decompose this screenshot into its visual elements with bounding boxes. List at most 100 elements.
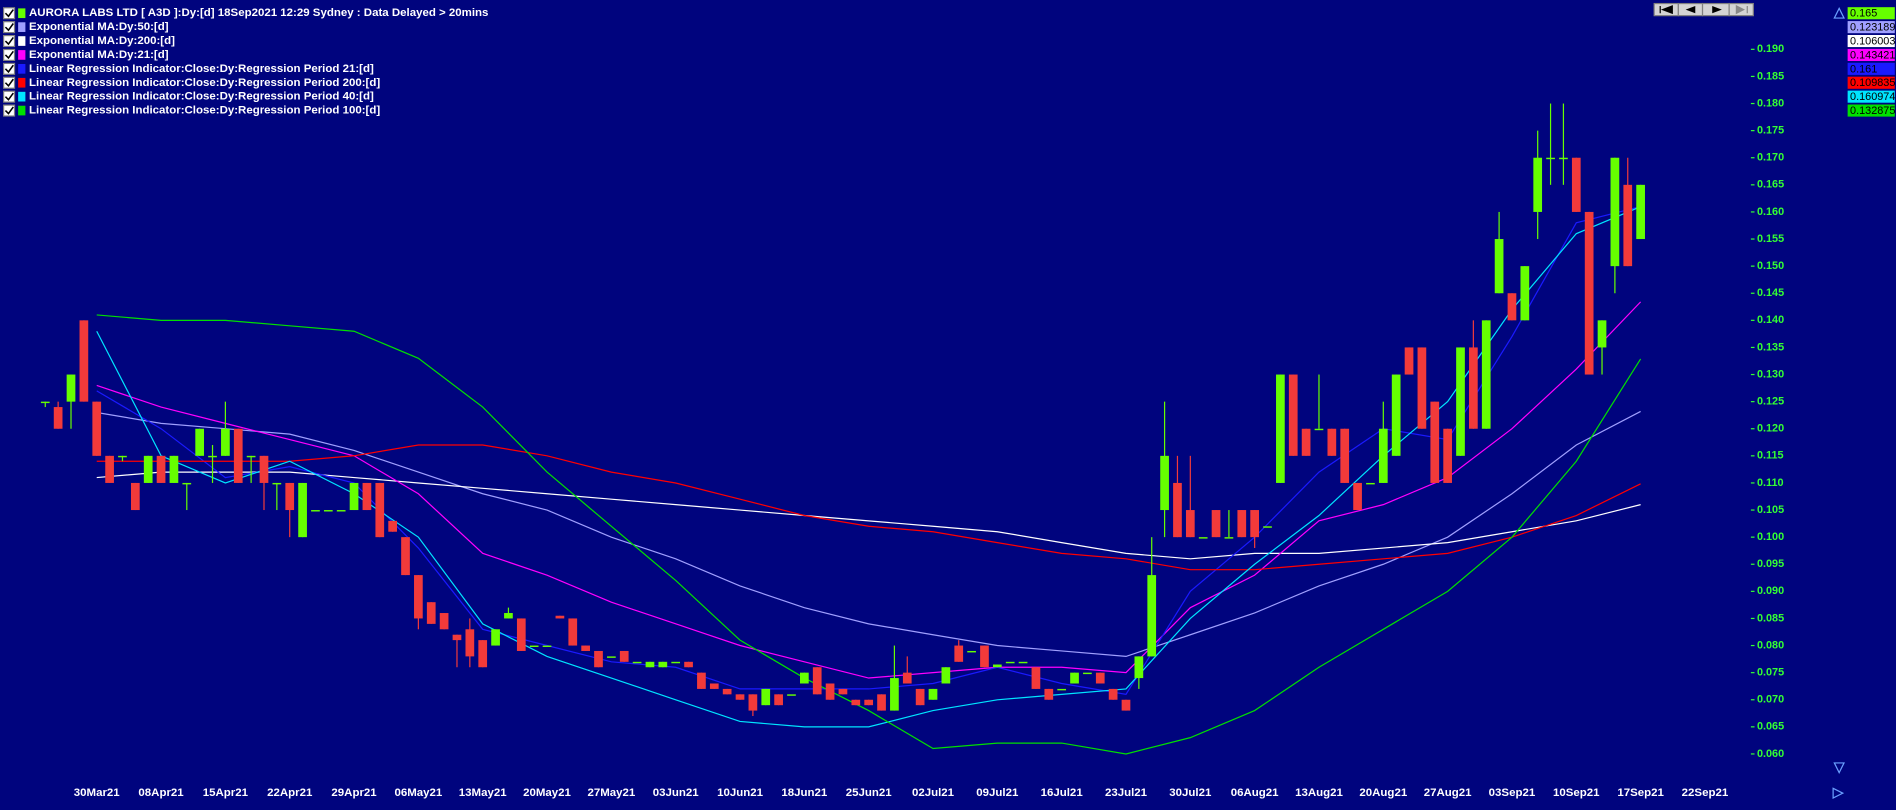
legend-label: Linear Regression Indicator:Close:Dy:Reg…	[29, 91, 374, 103]
candle-body	[1584, 211, 1594, 375]
x-tick-label: 17Sep21	[1617, 787, 1664, 799]
x-tick-label: 30Jul21	[1169, 787, 1212, 799]
candle-body	[1057, 688, 1067, 691]
candle-body	[336, 510, 346, 512]
legend-swatch	[18, 50, 26, 60]
prev-icon	[1685, 5, 1696, 14]
candle-body	[851, 699, 861, 706]
next-icon	[1712, 5, 1722, 14]
legend-checkbox	[3, 90, 16, 103]
candle-body	[1378, 428, 1388, 483]
candle-body	[362, 482, 372, 511]
scroll-right-arrow[interactable]	[1832, 787, 1845, 799]
candle-body	[915, 688, 925, 706]
candle-body	[980, 645, 989, 668]
candle-body	[1173, 482, 1182, 538]
y-tick-label: 0.165	[1757, 179, 1784, 191]
candle-body	[388, 520, 397, 532]
candle-body	[426, 602, 436, 624]
y-tick-label: 0.080	[1757, 639, 1784, 651]
candle-body	[221, 428, 230, 456]
candle-body	[825, 683, 835, 700]
candle-body	[1391, 374, 1401, 456]
x-tick-label: 27May21	[587, 787, 635, 799]
nav-buttons[interactable]	[1653, 2, 1754, 17]
candle-body	[761, 688, 771, 706]
candle-body	[671, 661, 681, 664]
candle-body	[928, 688, 938, 700]
value-box-label: 0.165	[1850, 8, 1877, 20]
value-box-label: 0.123189	[1850, 22, 1895, 34]
candle-body	[1044, 688, 1054, 700]
x-tick-label: 06Aug21	[1231, 787, 1279, 799]
legend-checkbox	[3, 7, 16, 20]
scroll-up-arrow[interactable]	[1833, 7, 1845, 19]
legend-label: Linear Regression Indicator:Close:Dy:Reg…	[29, 77, 380, 89]
candle-body	[1237, 510, 1247, 538]
candle-body	[902, 672, 912, 684]
candle-body	[1083, 672, 1092, 675]
candle-body	[1147, 575, 1157, 657]
y-tick-label: 0.060	[1757, 748, 1784, 760]
candle-body	[1546, 157, 1555, 160]
legend-label: Linear Regression Indicator:Close:Dy:Reg…	[29, 105, 380, 117]
candle-body	[1507, 293, 1517, 321]
candle-body	[1494, 239, 1504, 294]
candle-body	[1031, 667, 1041, 689]
candle-body	[1404, 347, 1414, 375]
y-tick-label: 0.125	[1757, 396, 1784, 408]
y-tick-label: 0.145	[1757, 287, 1784, 299]
value-box-label: 0.160974	[1850, 91, 1895, 103]
value-box	[1847, 21, 1895, 34]
candle-body	[1353, 482, 1362, 511]
x-tick-label: 20May21	[523, 787, 571, 799]
candle-body	[92, 401, 102, 456]
legend-swatch	[18, 36, 26, 46]
scroll-down-arrow[interactable]	[1833, 762, 1845, 774]
x-tick-label: 20Aug21	[1359, 787, 1407, 799]
candle-body	[208, 455, 217, 458]
legend-swatch	[18, 64, 26, 74]
candle-body	[787, 694, 796, 696]
y-tick-label: 0.120	[1757, 423, 1784, 435]
indicator-line	[96, 444, 1641, 571]
legend: AURORA LABS LTD [ A3D ]:Dy:[d] 18Sep2021…	[3, 7, 488, 117]
value-box	[1847, 7, 1895, 20]
legend-checkbox	[3, 76, 16, 89]
candle-body	[465, 629, 475, 657]
y-tick-label: 0.110	[1757, 477, 1784, 489]
y-tick-label: 0.075	[1757, 667, 1784, 679]
candle-body	[619, 650, 629, 662]
candle-body	[1160, 455, 1169, 511]
candle-body	[1211, 510, 1221, 538]
candle-body	[1070, 672, 1079, 684]
candle-body	[1224, 537, 1234, 539]
legend-swatch	[18, 105, 26, 116]
x-tick-label: 22Apr21	[267, 787, 313, 799]
x-tick-label: 06May21	[394, 787, 442, 799]
candle-body	[272, 482, 282, 485]
candle-body	[812, 667, 822, 695]
candle-body	[1520, 266, 1530, 321]
candle-body	[568, 618, 578, 646]
candle-body	[1340, 428, 1350, 483]
candle-body	[53, 407, 63, 429]
candle-body	[233, 428, 243, 483]
candle-body	[516, 618, 526, 651]
candle-body	[1456, 347, 1465, 456]
x-tick-label: 10Sep21	[1553, 787, 1600, 799]
candle-body	[1314, 428, 1324, 431]
x-tick-label: 23Jul21	[1105, 787, 1148, 799]
x-tick-label: 13Aug21	[1295, 787, 1343, 799]
candle-body	[130, 482, 140, 511]
value-box	[1847, 62, 1895, 75]
legend-check	[4, 50, 14, 60]
candle-body	[105, 455, 114, 483]
candle-body	[1134, 656, 1144, 679]
candle-body	[118, 455, 127, 458]
candle-body	[658, 661, 668, 668]
legend-check	[4, 36, 14, 46]
candle-body	[1623, 184, 1633, 267]
candle-body	[375, 482, 385, 538]
indicator-line	[96, 471, 1641, 560]
